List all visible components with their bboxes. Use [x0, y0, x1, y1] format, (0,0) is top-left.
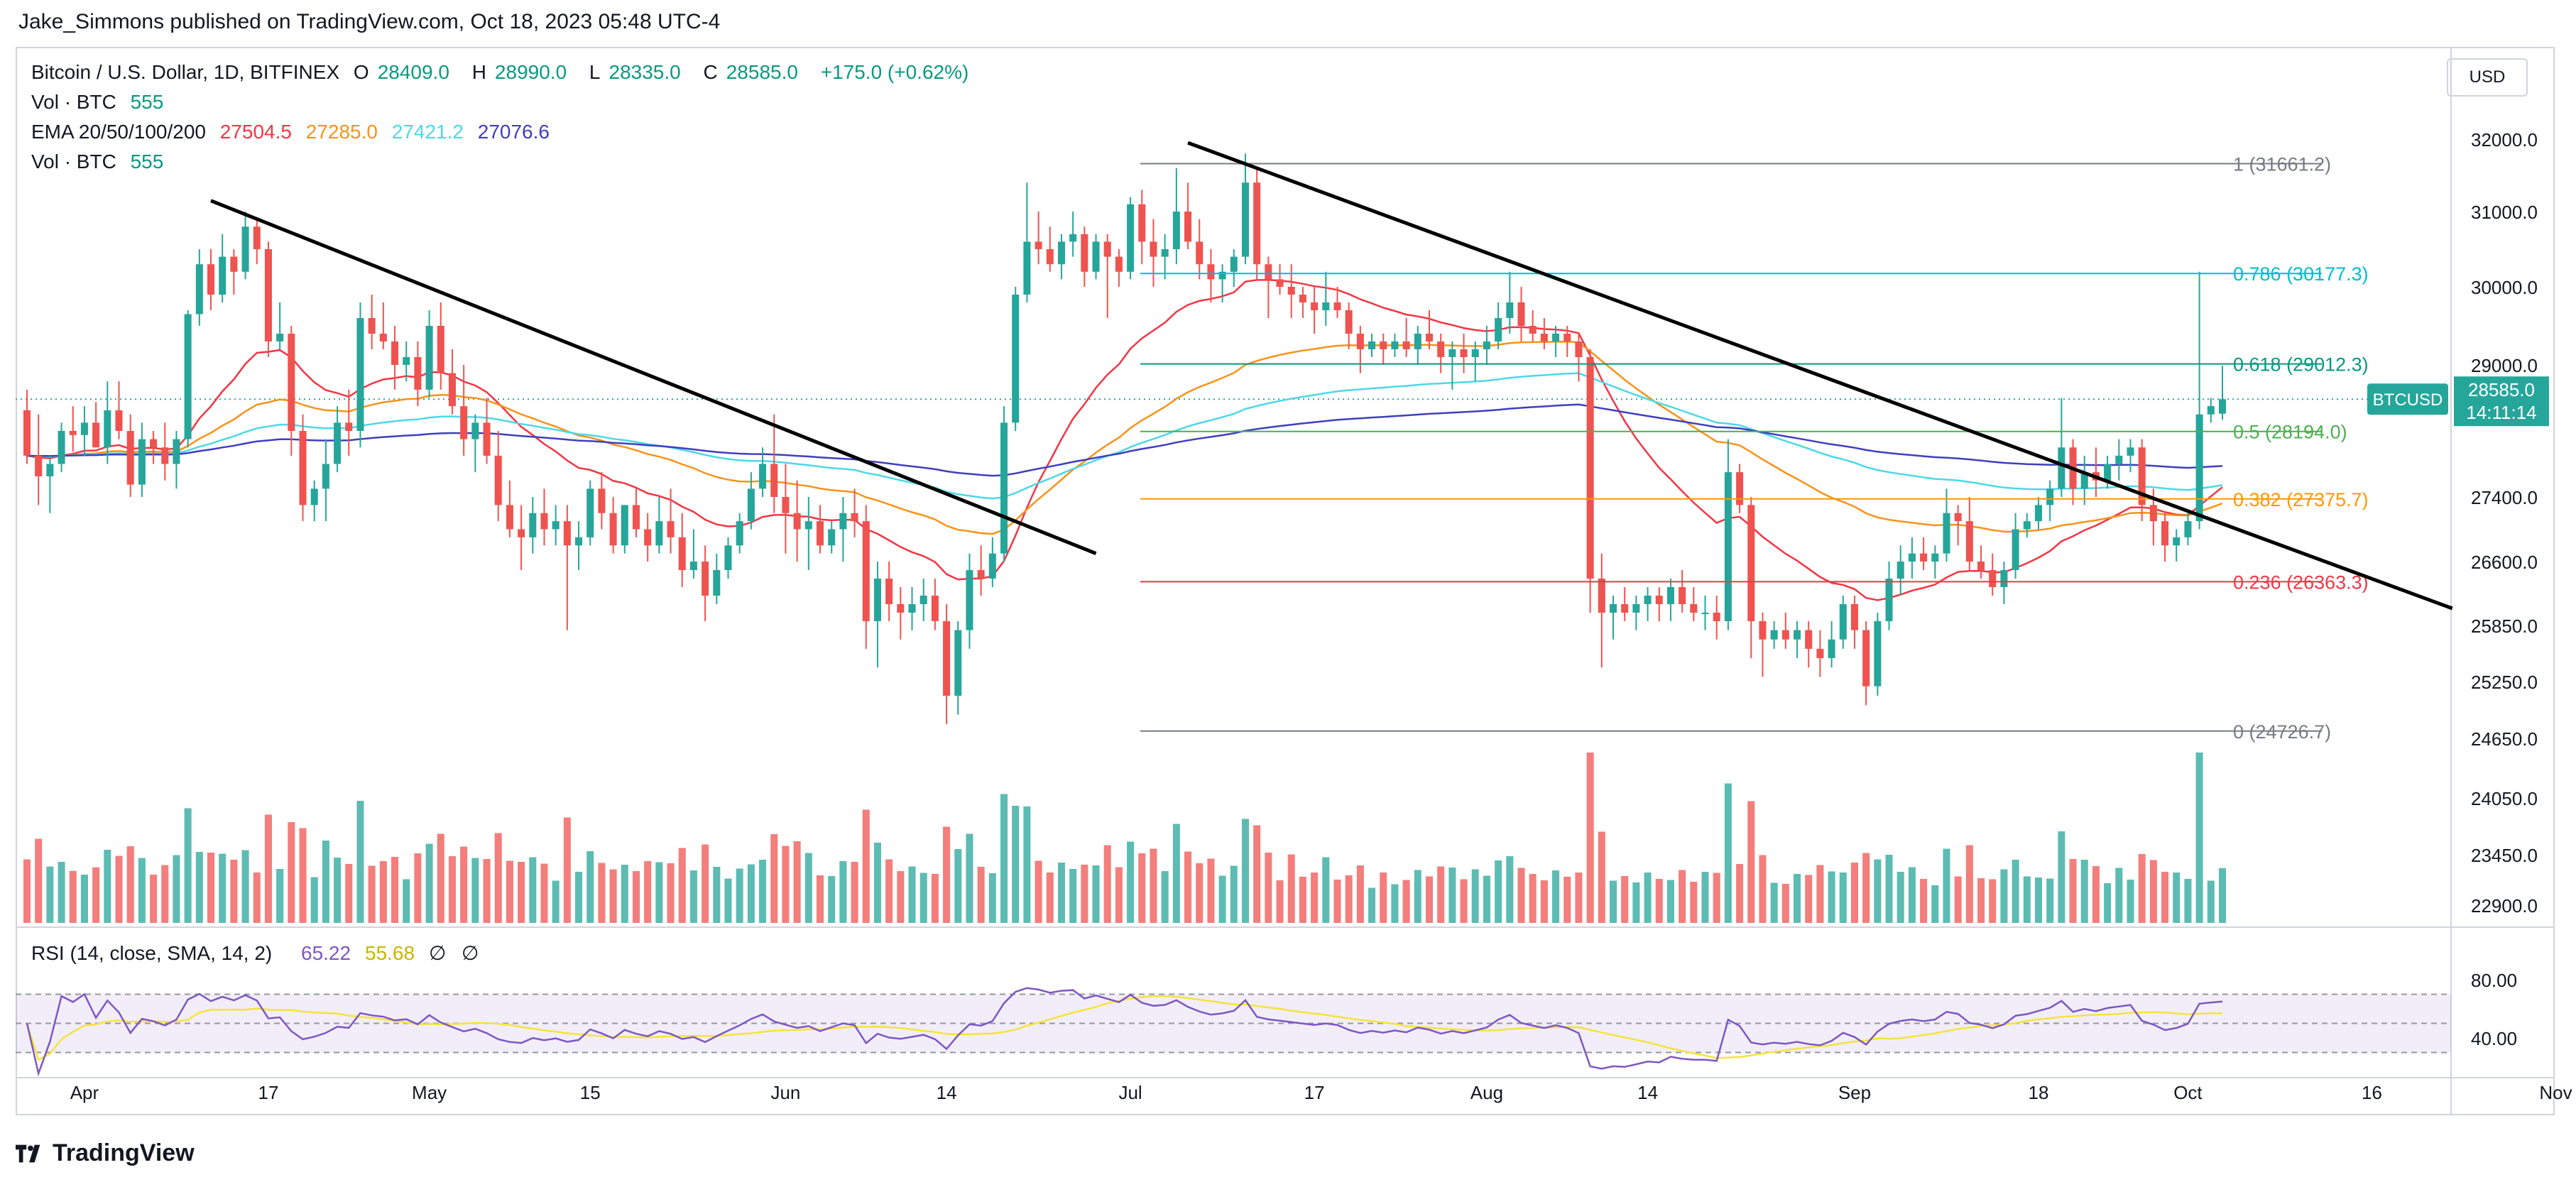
ohlc-low: L 28335.0 — [589, 61, 681, 83]
legend-symbol-row: Bitcoin / U.S. Dollar, 1D, BITFINEX O 284… — [31, 61, 977, 84]
ema20-value: 27504.5 — [219, 121, 292, 143]
tradingview-brand[interactable]: TradingView — [16, 1139, 195, 1167]
ema100-value: 27421.2 — [391, 121, 464, 143]
ohlc-open: O 28409.0 — [353, 61, 449, 83]
ohlc-close: C 28585.0 — [703, 61, 798, 83]
symbol-title[interactable]: Bitcoin / U.S. Dollar, 1D, BITFINEX — [31, 61, 340, 83]
ema-label[interactable]: EMA 20/50/100/200 — [31, 121, 206, 143]
volume2-value: 555 — [130, 151, 164, 173]
volume-label[interactable]: Vol · BTC — [31, 91, 116, 113]
legend-ema-row: EMA 20/50/100/200 27504.5 27285.0 27421.… — [31, 121, 558, 143]
publisher-line: Jake_Simmons published on TradingView.co… — [18, 10, 721, 33]
ohlc-high: H 28990.0 — [471, 61, 567, 83]
chart-frame — [16, 47, 2555, 1115]
legend-volume2-row: Vol · BTC 555 — [31, 151, 172, 173]
brand-text: TradingView — [53, 1139, 195, 1166]
ema200-value: 27076.6 — [477, 121, 550, 143]
tradingview-logo-icon — [16, 1144, 40, 1162]
legend-volume-row: Vol · BTC 555 — [31, 91, 172, 114]
volume2-label[interactable]: Vol · BTC — [31, 151, 116, 173]
currency-button[interactable]: USD — [2447, 58, 2528, 97]
ohlc-change: +175.0 (+0.62%) — [820, 61, 969, 83]
volume-value: 555 — [130, 91, 164, 113]
ema50-value: 27285.0 — [305, 121, 378, 143]
